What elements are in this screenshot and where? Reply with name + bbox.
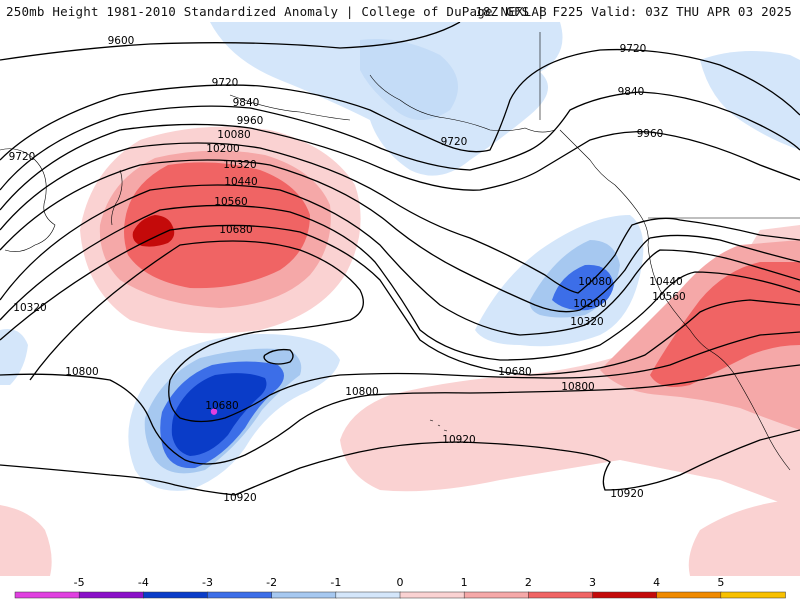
colorbar-swatch-neg2	[207, 591, 273, 599]
pos-anomaly-subtropical	[340, 225, 800, 510]
contour-label: 10920	[610, 488, 643, 500]
colorbar-swatches	[14, 591, 786, 599]
colorbar-tick-label: 1	[461, 576, 468, 589]
colorbar-swatch-pos3	[592, 591, 658, 599]
contour-10800	[0, 364, 800, 465]
colorbar-swatch-pos0	[399, 591, 465, 599]
colorbar-swatch-neg4	[78, 591, 145, 599]
contour-label: 9720	[620, 43, 647, 55]
contour-10080	[0, 142, 800, 294]
contour-label: 10920	[223, 492, 256, 504]
contour-10560	[0, 224, 800, 376]
colorbar-tick-label: -5	[74, 576, 85, 589]
contour-label: 10080	[217, 129, 250, 141]
neg-anomaly-west-edge	[0, 329, 28, 385]
colorbar-swatch-neg0	[335, 591, 401, 599]
contour-10440	[0, 204, 800, 361]
contour-label: 10440	[224, 176, 257, 188]
contour-10680-ridge	[29, 240, 800, 423]
pos-anomaly-east-core	[650, 262, 800, 388]
coastline-aleutians	[229, 94, 351, 121]
coastline-alaska	[369, 74, 556, 133]
neg-anomaly-low-peak	[210, 408, 218, 415]
contour-label: 9600	[108, 35, 135, 47]
contour-9840	[0, 91, 800, 191]
contour-label: 9960	[237, 115, 264, 127]
colorbar-tick-label: 4	[653, 576, 660, 589]
hawaii-islands	[429, 419, 448, 432]
contour-label: 10200	[573, 298, 606, 310]
colorbar-swatch-pos4	[656, 591, 722, 599]
negative-anomaly-fills	[0, 22, 800, 491]
neg-anomaly-low-core	[171, 373, 267, 456]
contour-10200	[0, 159, 800, 313]
contour-label: 10800	[345, 386, 378, 398]
pos-anomaly-bottom-right	[688, 500, 800, 576]
colorbar-tick-label: -4	[138, 576, 149, 589]
colorbar-swatch-pos5	[720, 591, 786, 599]
contour-label: 10680	[205, 400, 238, 412]
contour-label: 9720	[441, 136, 468, 148]
colorbar: -5 -4 -3 -2 -1 0 1 2 3 4 5	[0, 576, 800, 600]
contour-label: 10920	[442, 434, 475, 446]
anomaly-map: 9600 9720 9720 9720 9720 9840 9840 9960 9960 1008…	[0, 22, 800, 576]
colorbar-tick-label: -1	[330, 576, 341, 589]
colorbar-tick-labels: -5 -4 -3 -2 -1 0 1 2 3 4 5	[74, 576, 725, 589]
contour-10320	[0, 184, 800, 336]
contour-label: 10440	[649, 276, 682, 288]
colorbar-tick-label: 0	[397, 576, 404, 589]
colorbar-tick-label: 3	[589, 576, 596, 589]
height-contours	[0, 22, 800, 496]
contour-10680-closed	[263, 348, 294, 365]
contour-label: 10680	[498, 366, 531, 378]
contour-label: 10320	[570, 316, 603, 328]
colorbar-swatch-pos1	[463, 591, 530, 599]
colorbar-tick-label: -2	[266, 576, 277, 589]
contour-label: 9720	[212, 77, 239, 89]
contour-label: 10320	[13, 302, 46, 314]
colorbar-swatch-neg5	[14, 591, 80, 599]
contour-label: 9840	[233, 97, 260, 109]
colorbar-swatch-neg1	[271, 591, 337, 599]
model-run-info: 18Z GFS | F225 Valid: 03Z THU APR 03 202…	[475, 4, 792, 19]
contour-9960	[0, 123, 800, 211]
contour-labels: 9600 9720 9720 9720 9720 9840 9840 9960 9960 1008…	[9, 35, 686, 504]
contour-label: 10200	[206, 143, 239, 155]
pos-anomaly-bottom-left	[0, 505, 52, 576]
contour-9720-north	[0, 48, 800, 161]
colorbar-tick-label: -3	[202, 576, 213, 589]
neg-anomaly-alaska-inner	[360, 39, 458, 120]
contour-label: 10560	[652, 291, 685, 303]
map-title: 250mb Height 1981-2010 Standardized Anom…	[6, 4, 547, 19]
coastline-baja	[751, 404, 791, 471]
neg-anomaly-trough-core	[552, 264, 614, 311]
colorbar-tick-label: 2	[525, 576, 532, 589]
neg-anomaly-northeast	[700, 51, 800, 150]
coastline-kamchatka	[111, 169, 123, 226]
coastline-alaska-panhandle	[559, 129, 616, 186]
map-header: 250mb Height 1981-2010 Standardized Anom…	[0, 0, 800, 23]
contour-label: 9840	[618, 86, 645, 98]
colorbar-swatch-neg3	[143, 591, 209, 599]
coastline-us-west	[647, 244, 753, 406]
contour-label: 10800	[65, 366, 98, 378]
contour-label: 10080	[578, 276, 611, 288]
colorbar-swatch-pos2	[528, 591, 594, 599]
colorbar-svg: -5 -4 -3 -2 -1 0 1 2 3 4 5	[14, 576, 786, 599]
contour-label: 10560	[214, 196, 247, 208]
contour-label: 9960	[637, 128, 664, 140]
pos-anomaly-ridge-peak	[132, 215, 175, 247]
neg-anomaly-alaska	[210, 22, 563, 176]
colorbar-tick-label: 5	[717, 576, 724, 589]
contour-label: 10320	[223, 159, 256, 171]
positive-anomaly-fills	[0, 126, 800, 576]
contour-label: 9720	[9, 151, 36, 163]
contour-10920	[0, 429, 800, 496]
contour-label: 10680	[219, 224, 252, 236]
coastline-bc	[614, 184, 649, 246]
contour-label: 10800	[561, 381, 594, 393]
contour-9600	[0, 22, 461, 61]
